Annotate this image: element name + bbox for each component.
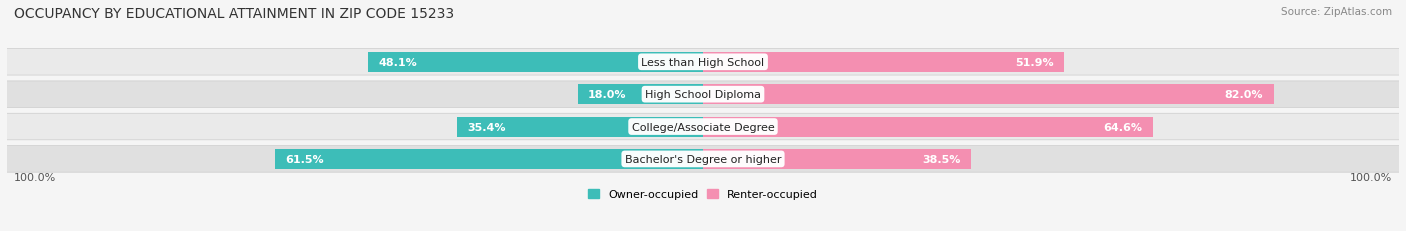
Text: 82.0%: 82.0% <box>1225 90 1263 100</box>
Text: 100.0%: 100.0% <box>1350 172 1392 182</box>
Text: 100.0%: 100.0% <box>14 172 56 182</box>
FancyBboxPatch shape <box>0 82 1406 108</box>
Text: College/Associate Degree: College/Associate Degree <box>631 122 775 132</box>
Text: 18.0%: 18.0% <box>588 90 627 100</box>
Text: Source: ZipAtlas.com: Source: ZipAtlas.com <box>1281 7 1392 17</box>
Bar <box>276 149 703 169</box>
Text: Bachelor's Degree or higher: Bachelor's Degree or higher <box>624 154 782 164</box>
Bar <box>368 52 703 73</box>
Legend: Owner-occupied, Renter-occupied: Owner-occupied, Renter-occupied <box>588 189 818 200</box>
Bar <box>578 85 703 105</box>
Bar <box>703 85 1274 105</box>
FancyBboxPatch shape <box>0 49 1406 76</box>
Text: High School Diploma: High School Diploma <box>645 90 761 100</box>
Bar <box>703 149 972 169</box>
Text: OCCUPANCY BY EDUCATIONAL ATTAINMENT IN ZIP CODE 15233: OCCUPANCY BY EDUCATIONAL ATTAINMENT IN Z… <box>14 7 454 21</box>
Bar <box>457 117 703 137</box>
Bar <box>703 117 1153 137</box>
Text: 51.9%: 51.9% <box>1015 58 1053 67</box>
Text: 38.5%: 38.5% <box>922 154 960 164</box>
Text: 48.1%: 48.1% <box>378 58 418 67</box>
Text: 61.5%: 61.5% <box>285 154 323 164</box>
Text: 35.4%: 35.4% <box>467 122 506 132</box>
Bar <box>703 52 1064 73</box>
Text: 64.6%: 64.6% <box>1104 122 1142 132</box>
FancyBboxPatch shape <box>0 114 1406 140</box>
FancyBboxPatch shape <box>0 146 1406 173</box>
Text: Less than High School: Less than High School <box>641 58 765 67</box>
